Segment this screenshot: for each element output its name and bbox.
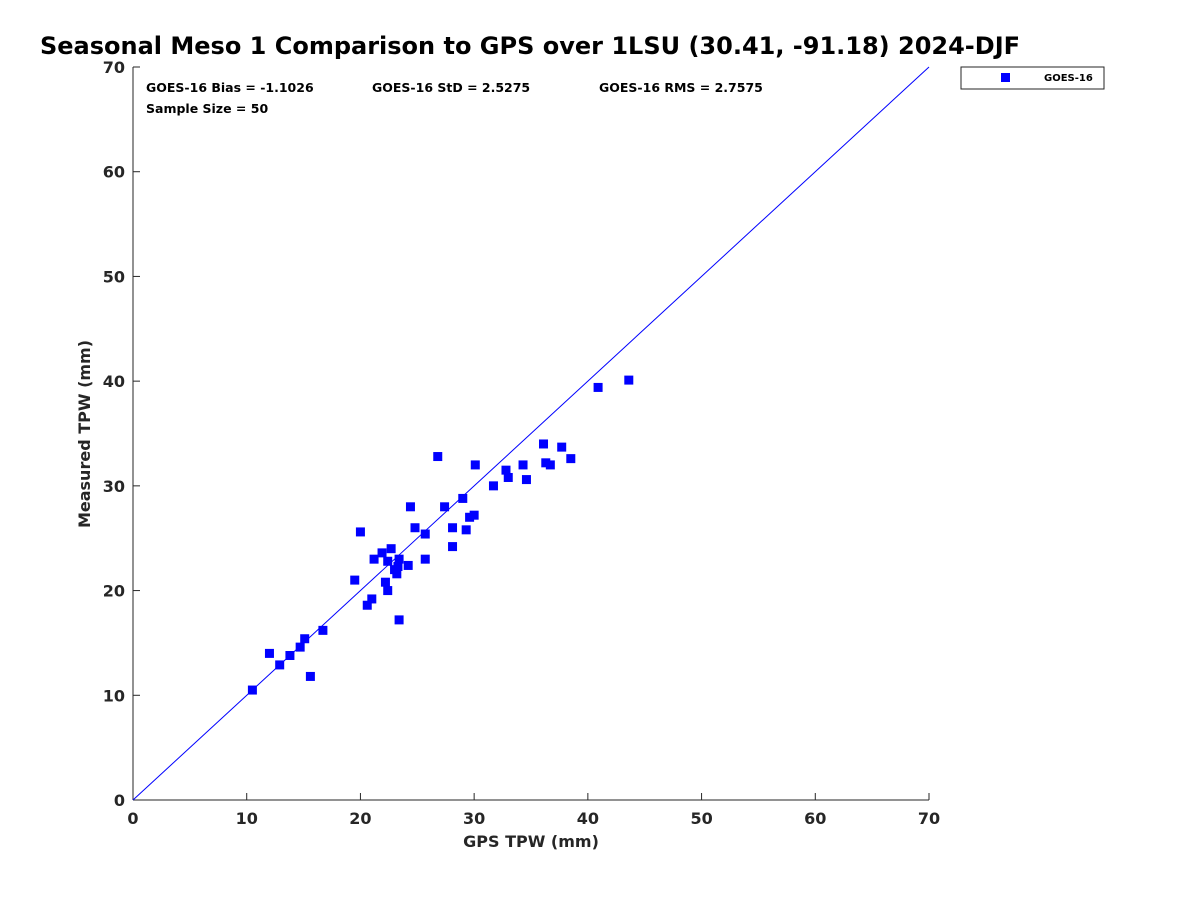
x-tick-label: 50	[690, 809, 712, 828]
data-point	[557, 442, 567, 452]
data-point	[377, 548, 387, 558]
x-tick-label: 10	[236, 809, 258, 828]
data-point	[461, 525, 471, 535]
data-point	[403, 560, 413, 570]
data-point	[247, 685, 257, 695]
data-point	[440, 502, 450, 512]
data-point	[624, 375, 634, 385]
y-tick-label: 50	[103, 267, 125, 286]
plot-area: 0 10 20 30 40 50 60 70 0 10 20 30 40 50 60 70	[103, 58, 940, 828]
data-point	[362, 600, 372, 610]
x-axis-label: GPS TPW (mm)	[463, 832, 599, 851]
data-point	[355, 527, 365, 537]
data-point	[410, 523, 420, 533]
data-point	[448, 523, 458, 533]
data-point	[501, 465, 511, 475]
data-point	[264, 648, 274, 658]
data-point	[318, 625, 328, 635]
x-tick-label: 60	[804, 809, 826, 828]
data-point	[465, 512, 475, 522]
data-point	[420, 554, 430, 564]
x-tick-label: 30	[463, 809, 485, 828]
x-tick-label: 0	[127, 809, 138, 828]
data-point	[383, 556, 393, 566]
data-point	[593, 382, 603, 392]
data-point	[405, 502, 415, 512]
data-point	[469, 510, 479, 520]
legend-box	[960, 66, 1105, 90]
x-tick-label: 40	[577, 809, 599, 828]
data-point	[394, 554, 404, 564]
y-tick-label: 70	[103, 58, 125, 77]
y-axis-label: Measured TPW (mm)	[75, 340, 94, 528]
data-point	[539, 439, 549, 449]
data-point	[541, 458, 551, 468]
y-tick-label: 30	[103, 477, 125, 496]
data-point	[458, 493, 468, 503]
legend: GOES-16	[960, 66, 1105, 90]
data-point	[392, 569, 402, 579]
data-point	[305, 671, 315, 681]
data-point	[300, 634, 310, 644]
data-point	[295, 642, 305, 652]
data-point	[285, 650, 295, 660]
data-point	[367, 594, 377, 604]
data-point	[393, 561, 403, 571]
data-point	[518, 460, 528, 470]
data-point	[386, 544, 396, 554]
data-point	[420, 529, 430, 539]
bias-stat: GOES-16 Bias = -1.1026	[146, 80, 314, 95]
data-point	[275, 660, 285, 670]
y-tick-label: 10	[103, 686, 125, 705]
data-point	[545, 460, 555, 470]
y-tick-label: 40	[103, 372, 125, 391]
data-point	[503, 472, 513, 482]
data-point	[488, 481, 498, 491]
data-point	[433, 452, 443, 462]
data-point	[383, 586, 393, 596]
data-point	[394, 615, 404, 625]
data-point	[350, 575, 360, 585]
x-tick-label: 20	[349, 809, 371, 828]
data-point	[521, 475, 531, 485]
rms-stat: GOES-16 RMS = 2.7575	[599, 80, 763, 95]
y-tick-label: 0	[114, 791, 125, 810]
data-point	[566, 454, 576, 464]
y-tick-label: 20	[103, 582, 125, 601]
y-tick-label: 60	[103, 163, 125, 182]
sample-size-stat: Sample Size = 50	[146, 101, 268, 116]
std-stat: GOES-16 StD = 2.5275	[372, 80, 530, 95]
data-point	[448, 542, 458, 552]
one-to-one-line	[132, 66, 930, 801]
data-points	[247, 375, 634, 695]
y-ticks: 0 10 20 30 40 50 60 70	[103, 58, 140, 810]
chart-title: Seasonal Meso 1 Comparison to GPS over 1…	[40, 32, 1020, 60]
legend-label: GOES-16	[1044, 73, 1093, 84]
data-point	[470, 460, 480, 470]
data-point	[380, 577, 390, 587]
x-ticks: 0 10 20 30 40 50 60 70	[127, 793, 940, 828]
legend-marker	[1001, 73, 1010, 82]
data-point	[369, 554, 379, 564]
x-tick-label: 70	[918, 809, 940, 828]
